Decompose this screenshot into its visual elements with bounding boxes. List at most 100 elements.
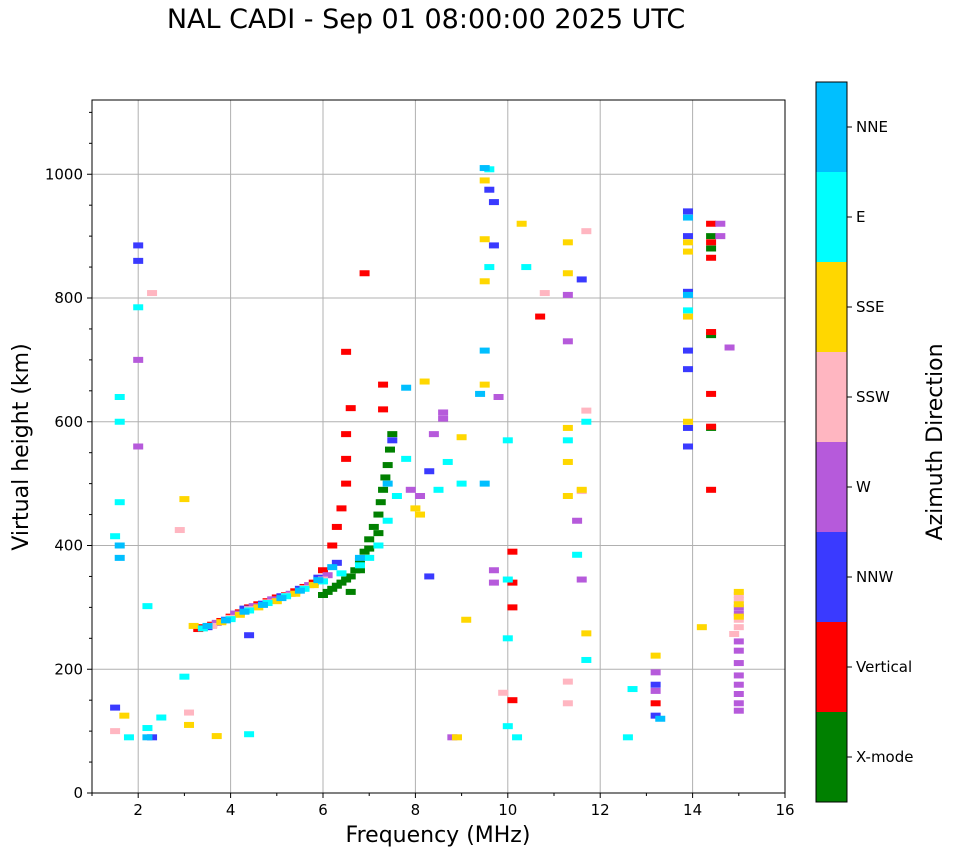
echo-point [507,697,518,704]
echo-point [562,338,573,345]
colorbar-segment [816,262,847,352]
echo-point [156,714,167,721]
echo-point [622,734,633,741]
echo-point [133,304,144,311]
colorbar-segment [816,532,847,622]
echo-points [110,165,744,741]
colorbar-segment [816,622,847,712]
echo-point [331,582,342,589]
echo-point [507,604,518,611]
echo-point [706,220,717,227]
echo-point [733,588,744,595]
echo-point [133,242,144,249]
echo-point [110,728,121,735]
echo-point [220,617,231,624]
echo-point [581,418,592,425]
echo-point [354,557,365,564]
echo-point [650,700,661,707]
echo-point [380,474,391,481]
echo-point [576,276,587,283]
echo-point [562,700,573,707]
echo-point [322,588,333,595]
echo-point [271,598,282,605]
echo-point [562,239,573,246]
echo-point [354,562,365,569]
echo-point [733,672,744,679]
echo-point [354,567,365,574]
axis-ticks: 2 4 6 8 10 12 14 16 0 200 400 600 800 1000 [45,111,795,819]
echo-point [650,712,661,719]
echo-point [479,165,490,172]
echo-point [433,486,444,493]
echo-point [345,588,356,595]
echo-point [327,564,338,571]
plot-area-frame [91,99,786,794]
echo-point [276,595,287,602]
echo-point [733,601,744,608]
echo-point [488,242,499,249]
echo-point [706,332,717,339]
colorbar-tick-label: X-mode [856,748,913,766]
echo-point [682,208,693,215]
echo-point [114,499,125,506]
echo-point [650,681,661,688]
echo-point [581,630,592,637]
y-tick-label: 600 [54,413,83,431]
echo-point [391,493,402,499]
echo-point [682,214,693,221]
echo-point [706,423,717,430]
colorbar-tick-label: Vertical [856,658,912,676]
echo-point [682,366,693,373]
echo-point [475,390,486,397]
echo-point [384,446,395,453]
echo-point [733,596,744,603]
echo-point [401,455,412,462]
echo-point [562,437,573,444]
echo-point [415,493,426,499]
echo-point [188,622,199,629]
echo-point [318,567,328,574]
echo-point [387,431,398,438]
echo-point [498,689,509,696]
echo-point [378,381,389,388]
echo-point [682,347,693,354]
echo-point [627,686,638,693]
echo-point [174,527,185,534]
echo-point [378,406,389,413]
y-axis-label: Virtual height (km) [9,343,34,550]
echo-point [373,542,384,549]
echo-point [562,291,573,298]
echo-point [336,579,347,586]
echo-point [682,291,693,298]
echo-point [428,431,439,438]
x-axis-label: Frequency (MHz) [346,823,531,848]
x-tick-label: 14 [683,801,702,819]
echo-point [142,603,153,610]
echo-point [313,577,324,584]
echo-point [706,239,717,246]
echo-point [234,611,245,618]
echo-point [341,431,352,438]
echo-point [345,573,356,580]
y-tick-label: 200 [54,660,83,678]
echo-point [133,356,144,363]
echo-point [576,486,587,493]
echo-point [581,656,592,663]
echo-point [341,480,352,487]
echo-point [572,551,583,558]
echo-point [327,585,338,592]
colorbar-tick-label: SSW [856,388,890,406]
echo-point [502,576,513,583]
echo-point [382,462,393,469]
echo-point [581,228,592,235]
x-tick-label: 4 [226,801,236,819]
echo-point [179,673,190,680]
colorbar-tick-label: E [856,208,865,226]
echo-point [378,486,389,493]
echo-point [211,733,222,740]
echo-point [682,443,693,450]
colorbar-tick-label: NNW [856,568,893,586]
echo-point [322,572,333,579]
echo-point [729,630,740,637]
echo-point [364,536,375,543]
